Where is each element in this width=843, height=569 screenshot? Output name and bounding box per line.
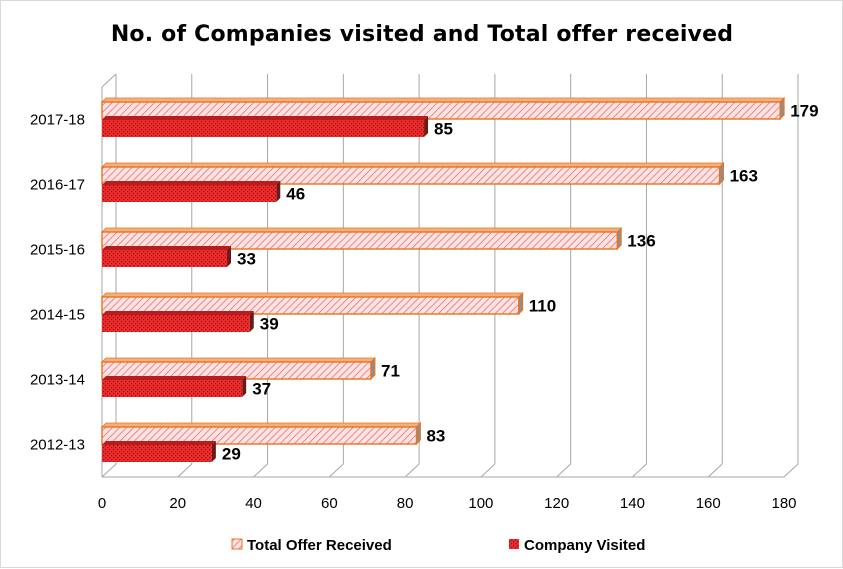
x-tick-label: 140 (620, 495, 645, 512)
data-label-company: 37 (252, 380, 271, 399)
y-tick-label: 2013-14 (30, 372, 85, 389)
bar-top-face (102, 376, 247, 380)
floor-line (556, 463, 572, 478)
bar-total (101, 162, 725, 185)
bar-total (101, 357, 376, 380)
bar-top-face (102, 116, 429, 120)
floor-line (177, 463, 193, 478)
legend-item-total[interactable]: Total Offer Received (231, 537, 392, 554)
legend-item-company[interactable]: Company Visited (509, 537, 645, 554)
data-labels: 83 29 71 37 110 39 136 33 163 46 179 85 (222, 102, 819, 464)
x-tick-label: 60 (321, 495, 338, 512)
bar-front-face (102, 120, 425, 137)
legend-label-company: Company Visited (524, 537, 645, 554)
x-tick-label: 80 (397, 495, 414, 512)
data-label-company: 39 (260, 315, 279, 334)
floor-line (101, 463, 117, 478)
bar-front-face (101, 166, 721, 185)
data-label-company: 33 (237, 250, 256, 269)
bar-front-face (102, 185, 277, 202)
data-label-company: 46 (286, 185, 305, 204)
floor-line (707, 463, 723, 478)
y-tick-label: 2012-13 (30, 437, 85, 454)
x-tick-label: 40 (245, 495, 262, 512)
x-tick-label: 100 (468, 495, 493, 512)
floor-line (480, 463, 496, 478)
bars (101, 97, 786, 462)
bar-company (102, 246, 232, 267)
x-tick-label: 20 (169, 495, 186, 512)
y-tick-label: 2014-15 (30, 307, 85, 324)
bar-company (102, 116, 429, 137)
bar-total (101, 97, 786, 120)
bar-total (101, 292, 524, 315)
bar-total (101, 422, 422, 445)
bar-end-face (211, 441, 216, 462)
bar-company (102, 311, 254, 332)
bar-front-face (102, 380, 243, 397)
bar-top-face (102, 181, 281, 185)
bar-front-face (102, 445, 212, 462)
bar-end-face (242, 376, 247, 397)
legend-swatch-company (509, 539, 519, 549)
bar-front-face (102, 250, 228, 267)
bar-total (101, 227, 623, 250)
y-tick-label: 2016-17 (30, 177, 85, 194)
gridlines (101, 73, 799, 478)
chart-title: No. of Companies visited and Total offer… (111, 22, 733, 47)
bar-top-face (102, 441, 216, 445)
side-wall-top-edge (101, 73, 117, 88)
bar-top-face (102, 246, 232, 250)
floor-line (632, 463, 647, 478)
bar-end-face (249, 311, 254, 332)
legend-label-total: Total Offer Received (247, 537, 392, 554)
data-label-total: 83 (426, 427, 445, 446)
floor-line (328, 463, 344, 478)
bar-end-face (276, 181, 281, 202)
bar-company (102, 441, 216, 462)
bar-front-face (101, 231, 618, 250)
bar-top-face (102, 311, 254, 315)
data-label-total: 136 (627, 232, 655, 251)
x-tick-label: 0 (98, 495, 106, 512)
legend-swatch-total (231, 538, 243, 550)
data-label-company: 85 (434, 120, 453, 139)
data-label-total: 71 (381, 362, 400, 381)
y-tick-label: 2015-16 (30, 242, 85, 259)
y-tick-label: 2017-18 (30, 112, 85, 129)
bar-end-face (227, 246, 232, 267)
data-label-total: 163 (730, 167, 758, 186)
axes: 0 20 40 60 80 100 120 140 160 180 2012-13 2013-14 20… (30, 112, 797, 513)
bar-front-face (101, 426, 418, 445)
floor-line (783, 463, 799, 478)
bar-front-face (102, 315, 250, 332)
data-label-total: 110 (529, 297, 556, 316)
x-tick-label: 160 (696, 495, 721, 512)
legend: Total Offer Received Company Visited (231, 537, 645, 554)
data-label-total: 179 (790, 102, 818, 121)
floor-line (253, 463, 268, 478)
floor-line (404, 463, 420, 478)
bar-front-face (101, 101, 781, 120)
bar-end-face (424, 116, 429, 137)
x-tick-label: 180 (771, 495, 796, 512)
x-tick-label: 120 (544, 495, 569, 512)
bar-front-face (101, 296, 520, 315)
bar-company (102, 376, 247, 397)
data-label-company: 29 (222, 445, 241, 464)
bar-company (102, 181, 281, 202)
